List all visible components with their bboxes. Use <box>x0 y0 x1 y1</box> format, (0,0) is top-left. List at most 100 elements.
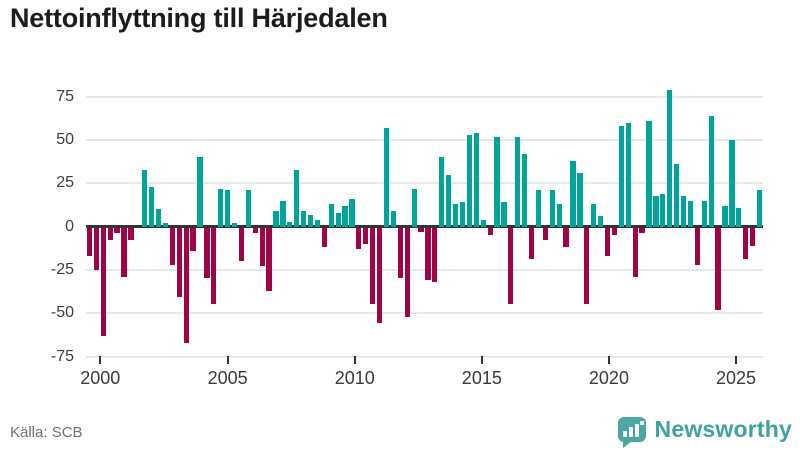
x-axis-tick-mark <box>607 356 610 364</box>
mini-bar-icon <box>634 423 639 437</box>
chart-title: Nettoinflyttning till Härjedalen <box>10 3 388 33</box>
bar-positive <box>515 136 521 227</box>
bar-positive <box>591 204 597 227</box>
gridline <box>86 312 763 315</box>
x-axis-tick-label: 2015 <box>461 368 502 388</box>
bar-positive <box>224 190 231 227</box>
bar-negative <box>694 228 700 265</box>
bar-positive <box>142 169 148 227</box>
bar-positive <box>577 173 583 227</box>
bar-positive <box>480 219 486 227</box>
y-axis-tick-label: 50 <box>56 131 74 149</box>
bar-positive <box>245 190 251 227</box>
bar-positive <box>273 211 279 227</box>
bar-negative <box>376 228 383 324</box>
x-axis-tick-label: 2005 <box>207 368 248 388</box>
bar-negative <box>370 228 376 305</box>
bar-positive <box>556 204 562 227</box>
bar-positive <box>218 188 224 227</box>
bar-positive <box>335 212 341 227</box>
bar-negative <box>86 228 93 256</box>
bar-positive <box>549 190 555 227</box>
bar-positive <box>459 202 466 227</box>
bar-negative <box>169 228 175 265</box>
bar-positive <box>653 195 659 227</box>
bar-positive <box>149 186 155 227</box>
bar-positive <box>680 195 687 227</box>
zero-axis-line <box>86 225 763 229</box>
bar-positive <box>328 204 334 227</box>
bar-positive <box>660 193 666 227</box>
bar-positive <box>452 204 459 227</box>
bar-negative <box>508 228 514 305</box>
bar-negative <box>356 228 362 249</box>
bar-negative <box>487 228 493 236</box>
bar-negative <box>252 228 258 234</box>
bar-positive <box>466 134 473 227</box>
bar-positive <box>411 188 417 227</box>
bar-negative <box>404 228 410 317</box>
bar-positive <box>300 211 307 227</box>
bar-positive <box>446 174 452 227</box>
bar-negative <box>128 228 134 241</box>
x-axis-tick-mark <box>99 356 102 364</box>
bar-negative <box>611 228 618 236</box>
gridline <box>86 355 763 358</box>
bar-negative <box>604 228 611 256</box>
bar-negative <box>425 228 431 281</box>
x-axis-tick-label: 2000 <box>80 368 121 388</box>
bar-positive <box>701 200 707 227</box>
source-note: Källa: SCB <box>10 424 83 441</box>
bar-negative <box>190 228 196 251</box>
bar-positive <box>473 133 479 227</box>
y-axis-tick-label: -50 <box>50 304 74 322</box>
bar-negative <box>632 228 638 277</box>
bar-negative <box>176 228 182 298</box>
bar-positive <box>570 160 576 227</box>
bar-positive <box>625 122 631 227</box>
newsworthy-logo-icon <box>617 416 646 448</box>
bar-negative <box>542 228 549 241</box>
bar-positive <box>736 207 742 227</box>
x-axis-tick-mark <box>353 356 356 364</box>
x-axis-tick-mark <box>735 356 738 364</box>
bar-negative <box>204 228 210 279</box>
bar-positive <box>618 126 624 227</box>
bar-negative <box>266 228 272 291</box>
bar-positive <box>280 200 286 227</box>
bar-positive <box>494 136 500 227</box>
bar-negative <box>750 228 756 246</box>
bar-positive <box>287 221 293 227</box>
gridline <box>86 182 763 185</box>
bar-negative <box>100 228 106 336</box>
bar-negative <box>432 228 438 282</box>
bar-negative <box>715 228 721 310</box>
gridline <box>86 269 763 271</box>
gridline <box>86 139 763 142</box>
brand-wordmark: Newsworthy <box>654 415 792 442</box>
mini-bar-icon <box>622 430 627 437</box>
y-axis-tick-label: 25 <box>56 174 74 192</box>
bar-negative <box>639 228 645 234</box>
x-axis-tick-label: 2010 <box>334 368 375 388</box>
y-axis-tick-label: -25 <box>50 261 74 278</box>
speech-bubble-tail <box>622 440 632 448</box>
bar-negative <box>528 228 535 260</box>
bar-positive <box>155 209 162 227</box>
bar-negative <box>397 228 403 279</box>
bar-positive <box>708 115 714 227</box>
x-axis-tick-mark <box>480 356 483 364</box>
bar-negative <box>418 228 424 232</box>
bar-negative <box>183 228 189 343</box>
bar-positive <box>383 127 390 227</box>
bar-negative <box>321 228 327 248</box>
bar-positive <box>687 200 694 227</box>
bar-negative <box>211 228 217 305</box>
bar-positive <box>342 205 348 227</box>
bar-positive <box>294 169 300 227</box>
x-axis-tick-mark <box>226 356 229 364</box>
bar-positive <box>314 219 321 227</box>
bar-positive <box>674 164 680 227</box>
